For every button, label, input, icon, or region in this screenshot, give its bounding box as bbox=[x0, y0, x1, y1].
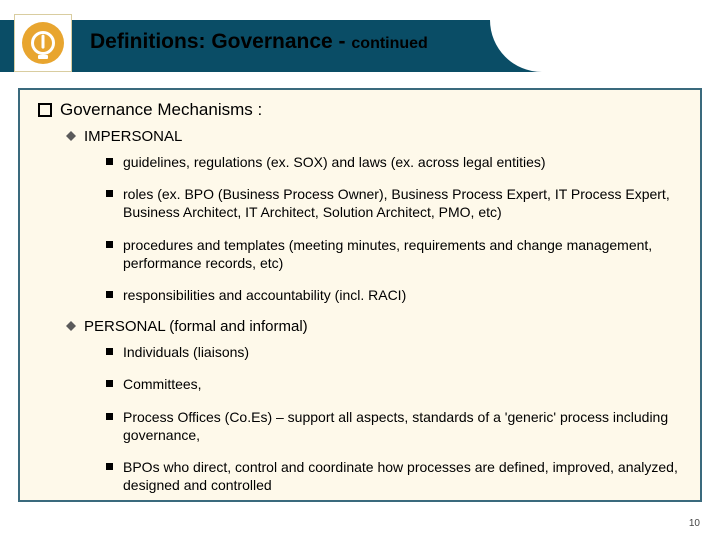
bullet-item: Individuals (liaisons) bbox=[106, 343, 682, 361]
square-outline-icon bbox=[38, 103, 52, 117]
bullet-item: roles (ex. BPO (Business Process Owner),… bbox=[106, 185, 682, 221]
bullet-item: BPOs who direct, control and coordinate … bbox=[106, 458, 682, 494]
section-row: IMPERSONAL bbox=[66, 128, 682, 145]
title-sep: - bbox=[333, 30, 352, 53]
bullet-text: guidelines, regulations (ex. SOX) and la… bbox=[123, 153, 682, 171]
bullet-text: Process Offices (Co.Es) – support all as… bbox=[123, 408, 682, 444]
logo-tile bbox=[14, 14, 72, 72]
bullet-item: Committees, bbox=[106, 375, 682, 393]
page-number: 10 bbox=[685, 517, 704, 530]
bullet-item: guidelines, regulations (ex. SOX) and la… bbox=[106, 153, 682, 171]
content-frame: Governance Mechanisms : IMPERSONAL guide… bbox=[18, 88, 702, 502]
bullet-text: roles (ex. BPO (Business Process Owner),… bbox=[123, 185, 682, 221]
square-icon bbox=[106, 380, 113, 387]
square-icon bbox=[106, 348, 113, 355]
slide-title: Definitions: Governance - continued bbox=[90, 30, 428, 54]
square-icon bbox=[106, 463, 113, 470]
bullet-item: Process Offices (Co.Es) – support all as… bbox=[106, 408, 682, 444]
bullet-item: responsibilities and accountability (inc… bbox=[106, 286, 682, 304]
square-icon bbox=[106, 241, 113, 248]
section-label: PERSONAL (formal and informal) bbox=[84, 318, 682, 335]
diamond-icon bbox=[66, 126, 76, 136]
square-icon bbox=[106, 291, 113, 298]
bullet-item: procedures and templates (meeting minute… bbox=[106, 236, 682, 272]
bullet-text: Individuals (liaisons) bbox=[123, 343, 682, 361]
diamond-icon bbox=[66, 316, 76, 326]
bullet-text: Committees, bbox=[123, 375, 682, 393]
title-main: Definitions: Governance bbox=[90, 30, 333, 53]
square-icon bbox=[106, 158, 113, 165]
section-row: PERSONAL (formal and informal) bbox=[66, 318, 682, 335]
bullet-text: responsibilities and accountability (inc… bbox=[123, 286, 682, 304]
lightbulb-icon bbox=[22, 22, 64, 64]
title-suffix: continued bbox=[351, 35, 427, 52]
section-label: IMPERSONAL bbox=[84, 128, 682, 145]
bullet-text: procedures and templates (meeting minute… bbox=[123, 236, 682, 272]
heading-text: Governance Mechanisms : bbox=[60, 100, 682, 120]
square-icon bbox=[106, 413, 113, 420]
heading-row: Governance Mechanisms : bbox=[38, 100, 682, 120]
bullet-text: BPOs who direct, control and coordinate … bbox=[123, 458, 682, 494]
square-icon bbox=[106, 190, 113, 197]
content-body: Governance Mechanisms : IMPERSONAL guide… bbox=[20, 90, 700, 502]
